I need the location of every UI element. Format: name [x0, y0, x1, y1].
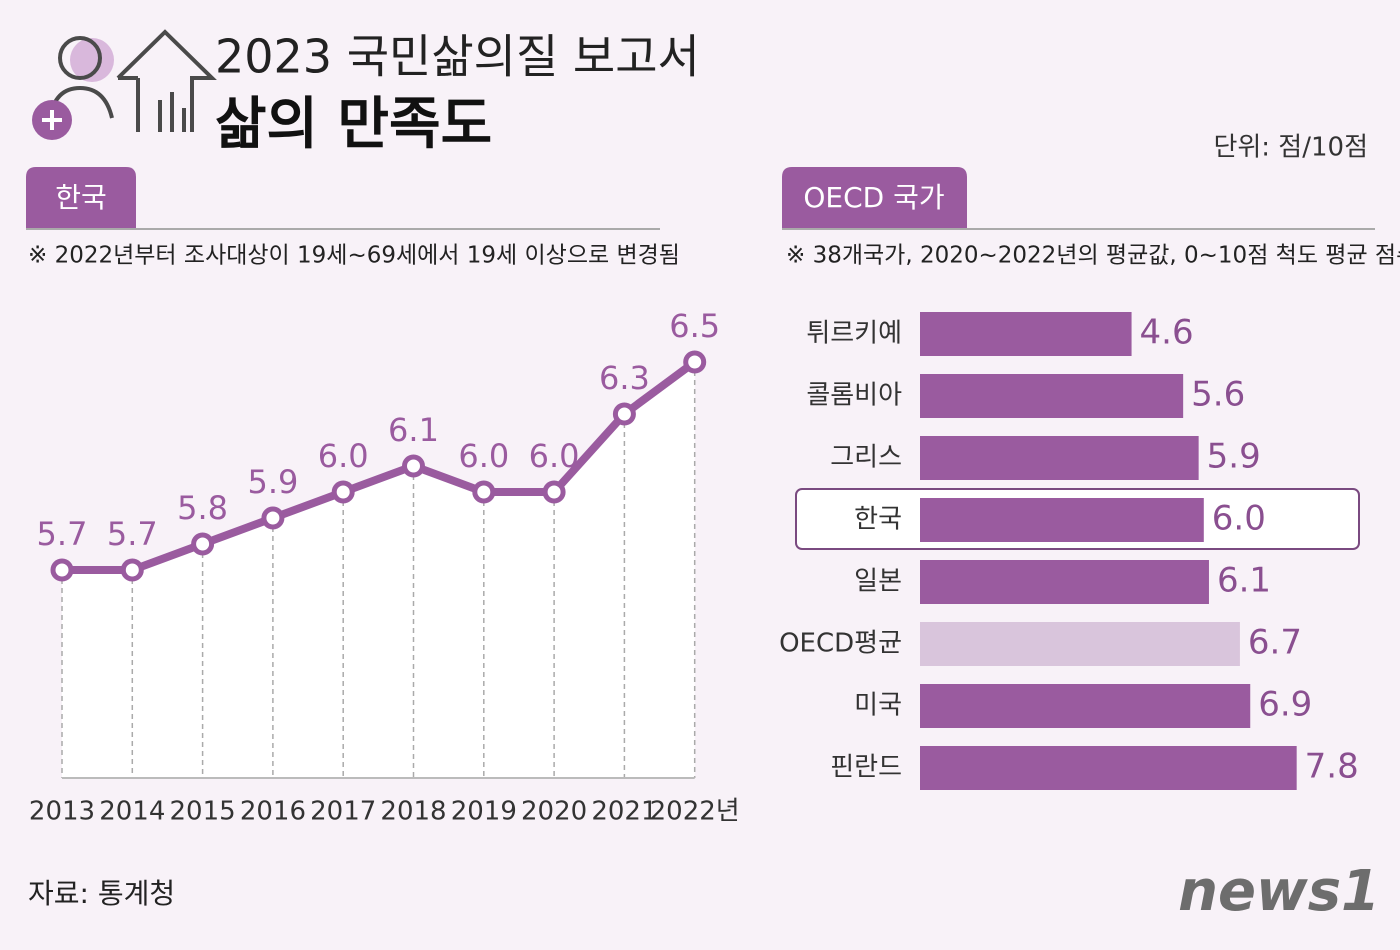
- charts: 5.7 2013 5.7 2014 5.8 2015 5.9 2016 6.0 2017 6.1 20…: [29, 307, 1359, 827]
- y-tick-label: 일본: [854, 567, 902, 597]
- point: [683, 350, 707, 374]
- value-label: 6.0: [318, 437, 369, 475]
- tab-label: OECD 국가: [803, 181, 944, 214]
- point: [50, 558, 74, 582]
- y-tick-label: 콜롬비아: [806, 381, 902, 411]
- bar: [920, 498, 1204, 542]
- value-label: 6.0: [458, 437, 509, 475]
- point: [191, 532, 215, 556]
- line: [62, 358, 698, 574]
- bar: [920, 436, 1199, 480]
- bar: [920, 312, 1132, 356]
- unit-label: 단위: 점/10점: [1213, 133, 1368, 163]
- header-subtitle: 삶의 만족도: [215, 92, 492, 157]
- value-label: 4.6: [1140, 313, 1194, 353]
- header-title: 2023 국민삶의질 보고서: [215, 30, 700, 84]
- value-label: 6.0: [529, 437, 580, 475]
- point: [612, 402, 636, 426]
- value-label: 7.8: [1305, 747, 1359, 787]
- bar: [920, 622, 1240, 666]
- bar: [920, 684, 1251, 728]
- y-tick-label: 핀란드: [830, 753, 902, 783]
- y-tick-label: 한국: [854, 505, 902, 535]
- x-tick-label: 2020: [521, 797, 587, 827]
- x-tick-label: 2022년: [650, 797, 740, 827]
- x-tick-label: 2016: [240, 797, 306, 827]
- value-label: 6.1: [388, 411, 439, 449]
- value-label: 5.9: [247, 463, 298, 501]
- bar: [920, 746, 1297, 790]
- value-label: 6.0: [1212, 499, 1266, 539]
- value-label: 6.7: [1248, 623, 1302, 663]
- y-tick-label: 미국: [854, 691, 902, 721]
- x-tick-label: 2019: [451, 797, 517, 827]
- y-tick-label: 그리스: [830, 443, 902, 473]
- value-label: 6.5: [669, 307, 720, 345]
- value-label: 5.6: [1191, 375, 1245, 415]
- bar: [920, 560, 1209, 604]
- header-icon: [32, 29, 217, 140]
- tab-label: 한국: [55, 181, 107, 214]
- x-tick-label: 2015: [170, 797, 236, 827]
- point: [331, 480, 355, 504]
- logo: news1: [1178, 859, 1380, 924]
- point: [472, 480, 496, 504]
- y-tick-label: 튀르키예: [806, 319, 902, 349]
- tab: [26, 167, 136, 228]
- value-label: 5.8: [177, 489, 228, 527]
- point: [261, 506, 285, 530]
- value-label: 5.7: [37, 515, 88, 553]
- bar: [920, 374, 1184, 418]
- x-tick-label: 2014: [99, 797, 165, 827]
- x-tick-label: 2021: [591, 797, 657, 827]
- value-label: 6.1: [1217, 561, 1271, 601]
- point: [542, 480, 566, 504]
- x-tick-label: 2017: [310, 797, 376, 827]
- value-label: 6.3: [599, 359, 650, 397]
- point: [120, 558, 144, 582]
- value-label: 6.9: [1258, 685, 1312, 725]
- value-label: 5.7: [107, 515, 158, 553]
- source: 자료: 통계청: [28, 877, 175, 910]
- area: [62, 362, 695, 778]
- y-tick-label: OECD평균: [779, 629, 902, 659]
- chart-note: ※ 2022년부터 조사대상이 19세~69세에서 19세 이상으로 변경됨: [28, 243, 680, 269]
- point: [402, 454, 425, 478]
- value-label: 5.9: [1207, 437, 1261, 477]
- tab: [782, 167, 967, 228]
- chart-note: ※ 38개국가, 2020~2022년의 평균값, 0~10점 척도 평균 점수: [786, 243, 1400, 269]
- x-tick-label: 2013: [29, 797, 95, 827]
- x-tick-label: 2018: [380, 797, 446, 827]
